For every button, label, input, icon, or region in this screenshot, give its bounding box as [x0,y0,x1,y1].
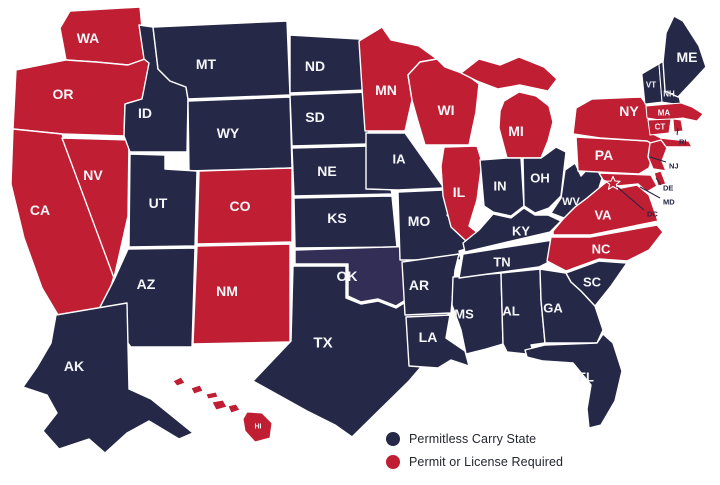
state-label-CA: CA [30,202,50,218]
state-label-SC: SC [583,275,602,290]
state-RI: Rhode Island [672,118,684,133]
pointer-line-MD [639,186,661,199]
state-KY: Kentucky [462,207,562,253]
state-label-NV: NV [83,167,103,183]
state-NC: North Carolina [546,224,664,272]
state-IN: Indiana [479,157,525,217]
state-label-WA: WA [77,30,100,46]
state-DC: Washington DC [605,175,621,190]
state-label-WV: WV [562,196,580,208]
state-label-OR: OR [53,86,74,102]
legend: Permitless Carry State Permit or License… [386,432,563,469]
state-label-HI: HI [255,424,262,431]
state-label-NM: NM [216,283,238,299]
state-label-MN: MN [375,82,397,98]
state-label-AR: AR [409,277,429,293]
state-label-VT: VT [646,81,656,90]
pointer-line-RI [676,127,679,136]
state-label-UT: UT [149,195,168,211]
state-label-ME: ME [677,49,698,65]
state-label-CT: CT [655,123,666,132]
state-FL: Florida [524,333,623,429]
state-DE: Delaware [653,170,667,187]
state-label-GA: GA [543,301,563,316]
state-IA: Iowa [365,132,445,191]
state-label-NY: NY [619,103,639,119]
state-MA: Massachusetts [645,102,704,122]
state-NJ: New Jersey [647,139,668,172]
state-label-WI: WI [437,102,454,118]
state-AK: Alaska [22,302,194,454]
state-MI: Michigan [460,56,558,159]
state-label-CO: CO [230,198,251,214]
state-MT: Montana [152,20,291,100]
state-label-IL: IL [453,184,466,200]
state-NV: Nevada [61,137,130,279]
state-label-MI: MI [508,123,524,139]
state-label-IA: IA [393,152,407,167]
state-label-MS: MS [454,307,474,322]
state-SD: South Dakota [289,91,370,147]
state-label-FL: FL [578,370,594,385]
state-label-MA: MA [658,109,671,118]
state-label-PA: PA [595,147,613,163]
state-label-TN: TN [493,255,510,270]
state-label-DC: DC [647,210,658,219]
state-label-ND: ND [305,58,325,74]
state-label-SD: SD [305,109,324,125]
state-label-WY: WY [217,125,240,141]
state-CT: Connecticut [647,118,672,136]
state-ND: North Dakota [289,34,369,94]
state-label-AK: AK [64,358,84,374]
state-label-RI: RI [679,138,687,147]
state-label-NE: NE [317,163,336,179]
state-label-MT: MT [196,56,217,72]
permitless-swatch-icon [386,432,400,446]
legend-label-permit-required: Permit or License Required [409,455,564,469]
state-SC: South Carolina [565,260,628,307]
state-label-KY: KY [512,224,530,239]
legend-item-permit-required: Permit or License Required [386,455,563,469]
state-label-TX: TX [313,335,332,352]
state-TN: Tennessee [458,238,560,279]
state-label-NH: NH [663,90,675,99]
state-label-LA: LA [419,329,438,345]
state-WA: Washington [59,6,146,66]
state-WY: Wyoming [187,96,293,172]
state-label-AL: AL [502,304,519,319]
pointer-line-DC [616,186,645,211]
pointer-line-NJ [649,156,667,163]
state-ME: Maine [662,15,707,98]
pointer-line-DE [655,177,662,186]
state-label-OK: OK [337,268,358,284]
state-label-MD: MD [663,198,675,207]
state-PA: Pennsylvania [575,136,656,175]
state-label-IN: IN [494,179,507,194]
state-label-AZ: AZ [137,276,156,292]
state-WI: Wisconsin [407,58,480,146]
state-label-NJ: NJ [669,162,679,171]
state-label-ID: ID [138,105,152,121]
state-label-MO: MO [408,213,431,229]
permit-required-swatch-icon [386,455,400,469]
state-NY: New York [572,96,693,148]
state-UT: Utah [128,153,198,248]
state-NM: New Mexico [192,243,291,345]
state-HI: Hawaii [172,376,273,443]
state-label-VA: VA [594,208,612,223]
state-label-NC: NC [592,242,611,257]
state-CO: Colorado [196,167,293,245]
state-label-DE: DE [663,184,673,193]
legend-item-permitless: Permitless Carry State [386,432,563,446]
state-label-KS: KS [327,210,346,226]
legend-label-permitless: Permitless Carry State [409,432,537,446]
state-label-OH: OH [530,171,550,186]
state-LA: Louisiana [405,314,470,369]
